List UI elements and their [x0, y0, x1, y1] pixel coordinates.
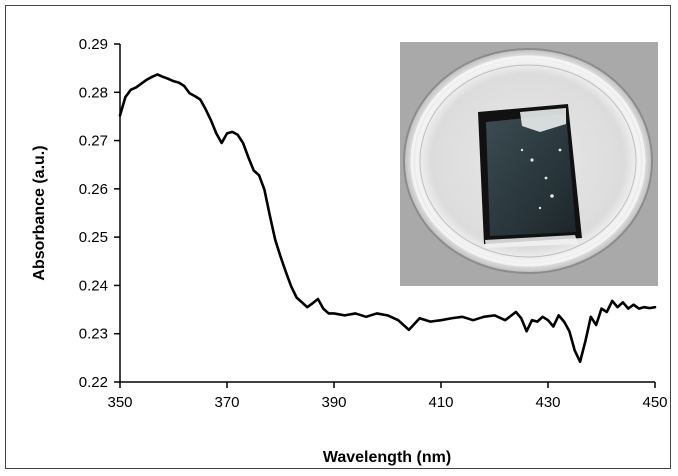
- y-tick-label: 0.26: [79, 181, 108, 198]
- inset-photo: [400, 42, 658, 286]
- x-tick-label: 450: [642, 394, 667, 411]
- y-tick-label: 0.27: [79, 133, 108, 150]
- x-tick-label: 370: [214, 394, 239, 411]
- x-tick-label: 430: [535, 394, 560, 411]
- x-tick-label: 410: [428, 394, 453, 411]
- x-tick-label: 350: [107, 394, 132, 411]
- y-tick-label: 0.22: [79, 374, 108, 391]
- y-tick-label: 0.29: [79, 36, 108, 53]
- y-tick-label: 0.28: [79, 84, 108, 101]
- absorbance-series-line: [118, 73, 657, 364]
- y-tick-label: 0.25: [79, 229, 108, 246]
- axes: 0.22 0.23 0.24 0.25 0.26 0.27 0.28 0.29 350 370 3…: [79, 36, 668, 411]
- y-axis-title: Absorbance (a.u.): [31, 145, 48, 280]
- x-tick-label: 390: [321, 394, 346, 411]
- x-axis-title: Wavelength (nm): [323, 449, 451, 466]
- y-tick-label: 0.23: [79, 326, 108, 343]
- y-tick-label: 0.24: [79, 277, 108, 294]
